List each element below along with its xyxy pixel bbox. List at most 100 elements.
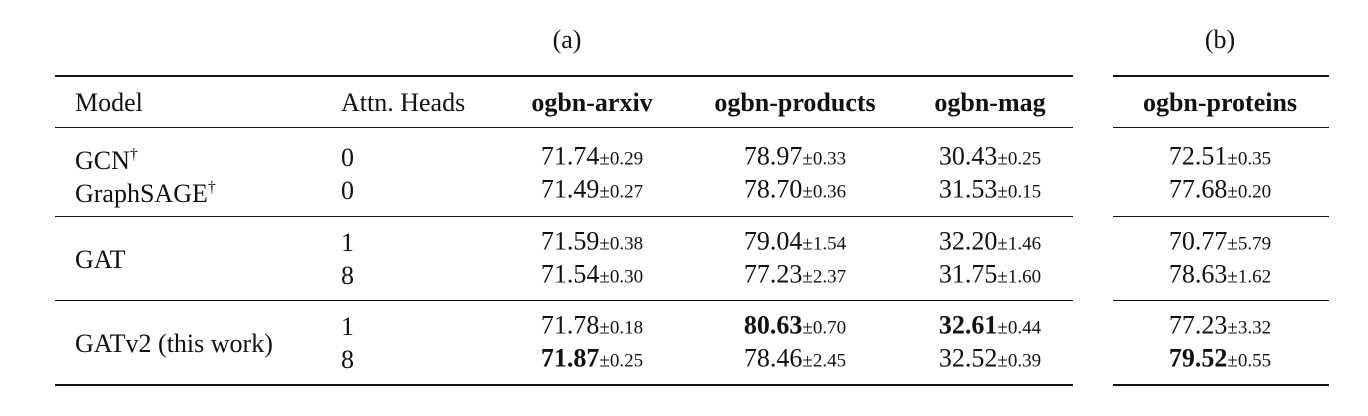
cell-mean: 71.59 xyxy=(540,226,600,256)
model-marker: † xyxy=(207,179,216,196)
table-cell: 78.46±2.45 xyxy=(744,344,846,377)
cell-std: ±1.60 xyxy=(997,266,1042,288)
column-header: ogbn-arxiv xyxy=(531,88,653,117)
table-cell: 78.63±1.62 xyxy=(1169,260,1271,293)
cell-mean: 32.61 xyxy=(938,310,998,340)
cell-std: ±0.44 xyxy=(997,317,1042,339)
caption: (b) xyxy=(1204,25,1236,54)
table-cell: 77.23±2.37 xyxy=(744,260,846,293)
cell-std: ±0.33 xyxy=(802,148,847,170)
cell-mean: 78.46 xyxy=(743,343,803,373)
attn-heads: 8 xyxy=(341,261,354,290)
cell-std: ±0.55 xyxy=(1227,350,1272,372)
group-rule xyxy=(55,300,1073,301)
column-header: Attn. Heads xyxy=(341,88,466,117)
table-cell: 78.70±0.36 xyxy=(744,175,846,208)
cell-mean: 71.74 xyxy=(540,141,600,171)
cell-mean: 71.49 xyxy=(540,174,600,204)
top-rule xyxy=(1113,75,1329,77)
table-cell: 80.63±0.70 xyxy=(744,311,846,344)
model-text: GCN xyxy=(75,146,130,175)
table-cell: 32.52±0.39 xyxy=(939,344,1041,377)
cell-std: ±1.46 xyxy=(997,233,1042,255)
model-marker: † xyxy=(129,146,138,163)
group-rule xyxy=(1113,300,1329,301)
model-name: GraphSAGE† xyxy=(75,173,216,209)
bottom-rule xyxy=(1113,384,1329,386)
cell-mean: 32.52 xyxy=(938,343,998,373)
cell-std: ±3.32 xyxy=(1227,317,1272,339)
attn-heads: 8 xyxy=(341,345,354,374)
cell-mean: 32.20 xyxy=(938,226,998,256)
table-cell: 32.20±1.46 xyxy=(939,227,1041,260)
cell-mean: 77.68 xyxy=(1168,174,1228,204)
table-cell: 79.04±1.54 xyxy=(744,227,846,260)
column-header: Model xyxy=(75,88,143,117)
cell-std: ±0.39 xyxy=(997,350,1042,372)
cell-mean: 80.63 xyxy=(743,310,803,340)
cell-std: ±0.25 xyxy=(599,350,644,372)
table-cell: 31.53±0.15 xyxy=(939,175,1041,208)
cell-std: ±0.36 xyxy=(802,181,847,203)
model-name: GAT xyxy=(75,244,126,274)
cell-std: ±0.35 xyxy=(1227,148,1272,170)
table-cell: 30.43±0.25 xyxy=(939,142,1041,175)
cell-mean: 71.87 xyxy=(540,343,600,373)
cell-mean: 31.75 xyxy=(938,259,998,289)
cell-std: ±0.27 xyxy=(599,181,644,203)
cell-std: ±0.15 xyxy=(997,181,1042,203)
table-cell: 72.51±0.35 xyxy=(1169,142,1271,175)
cell-mean: 78.70 xyxy=(743,174,803,204)
cell-mean: 71.54 xyxy=(540,259,600,289)
table-cell: 71.87±0.25 xyxy=(541,344,643,377)
model-text: GraphSAGE xyxy=(75,179,208,208)
attn-heads: 1 xyxy=(341,228,354,257)
cell-std: ±0.25 xyxy=(997,148,1042,170)
table-cell: 32.61±0.44 xyxy=(939,311,1041,344)
cell-std: ±0.30 xyxy=(599,266,644,288)
column-header: ogbn-products xyxy=(714,88,876,117)
table-cell: 31.75±1.60 xyxy=(939,260,1041,293)
top-rule xyxy=(55,75,1073,77)
cell-mean: 78.97 xyxy=(743,141,803,171)
column-header: ogbn-mag xyxy=(934,88,1046,117)
cell-std: ±5.79 xyxy=(1227,233,1272,255)
attn-heads: 0 xyxy=(341,143,354,172)
cell-mean: 30.43 xyxy=(938,141,998,171)
attn-heads: 0 xyxy=(341,176,354,205)
table-cell: 71.78±0.18 xyxy=(541,311,643,344)
table-cell: 71.54±0.30 xyxy=(541,260,643,293)
cell-std: ±2.37 xyxy=(802,266,847,288)
group-rule xyxy=(55,216,1073,217)
model-name: GATv2 (this work) xyxy=(75,328,273,358)
table-cell: 78.97±0.33 xyxy=(744,142,846,175)
cell-mean: 79.52 xyxy=(1168,343,1228,373)
table-cell: 71.59±0.38 xyxy=(541,227,643,260)
bottom-rule xyxy=(55,384,1073,386)
table-cell: 77.23±3.32 xyxy=(1169,311,1271,344)
cell-std: ±2.45 xyxy=(802,350,847,372)
cell-mean: 77.23 xyxy=(1168,310,1228,340)
table-cell: 79.52±0.55 xyxy=(1169,344,1271,377)
table-cell: 71.49±0.27 xyxy=(541,175,643,208)
cell-std: ±1.62 xyxy=(1227,266,1272,288)
header-rule xyxy=(1113,127,1329,128)
cell-mean: 79.04 xyxy=(743,226,803,256)
table-cell: 77.68±0.20 xyxy=(1169,175,1271,208)
group-rule xyxy=(1113,216,1329,217)
model-name: GCN† xyxy=(75,140,138,176)
cell-std: ±0.20 xyxy=(1227,181,1272,203)
caption: (a) xyxy=(552,25,582,54)
cell-mean: 71.78 xyxy=(540,310,600,340)
cell-mean: 78.63 xyxy=(1168,259,1228,289)
attn-heads: 1 xyxy=(341,312,354,341)
cell-std: ±0.18 xyxy=(599,317,644,339)
cell-mean: 31.53 xyxy=(938,174,998,204)
cell-mean: 77.23 xyxy=(743,259,803,289)
cell-mean: 70.77 xyxy=(1168,226,1228,256)
table-cell: 71.74±0.29 xyxy=(541,142,643,175)
table-cell: 70.77±5.79 xyxy=(1169,227,1271,260)
cell-std: ±0.29 xyxy=(599,148,644,170)
cell-mean: 72.51 xyxy=(1168,141,1228,171)
